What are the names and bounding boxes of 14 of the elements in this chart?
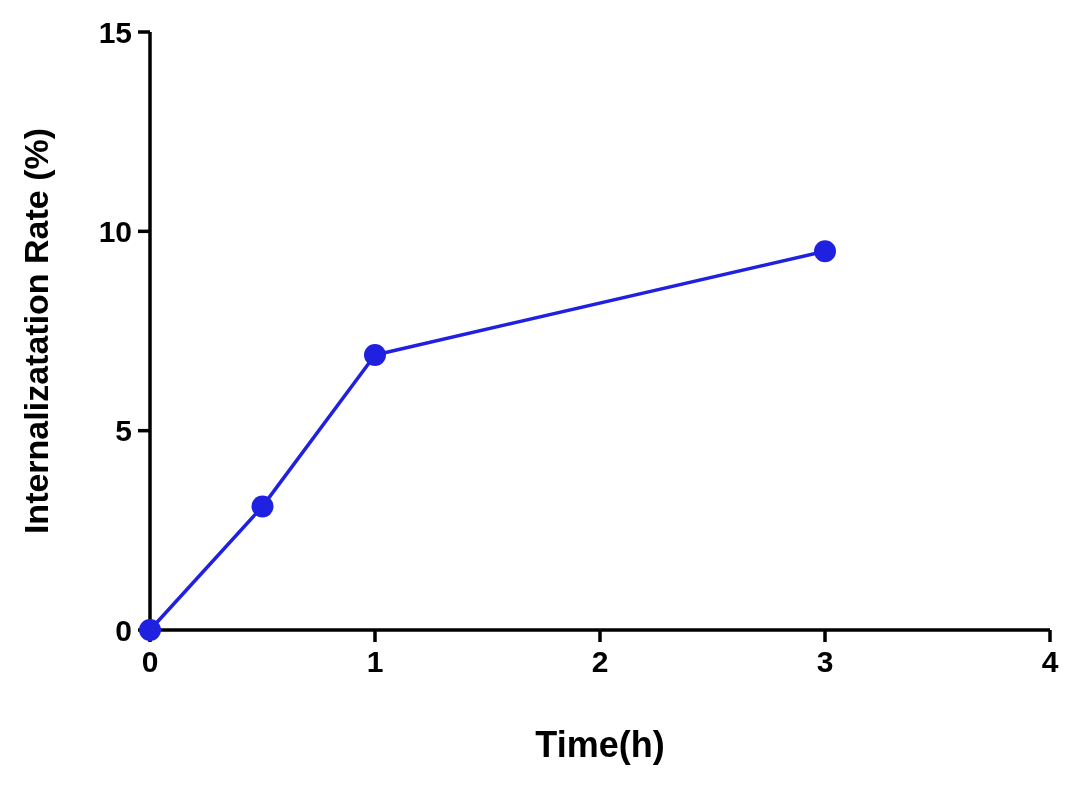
x-axis-title: Time(h) [535,724,665,765]
y-axis-title: Internalizatation Rate (%) [17,127,55,535]
x-tick-label: 2 [591,645,609,678]
y-tick-label: 0 [115,613,132,647]
point [814,240,836,263]
point [251,495,274,518]
point [364,343,386,366]
x-tick-label: 1 [366,645,384,678]
y-tick-label: 10 [98,214,132,248]
x-tick-label: 3 [816,645,834,678]
x-tick-label: 4 [1041,645,1059,678]
x-tick-label: 0 [141,645,159,678]
y-tick-label: 15 [98,15,132,49]
y-tick-label: 5 [115,414,132,448]
